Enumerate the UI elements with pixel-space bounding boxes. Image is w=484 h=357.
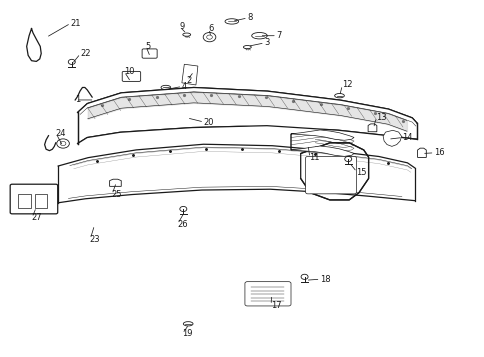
Text: 23: 23 (90, 235, 100, 244)
Text: 19: 19 (182, 329, 192, 338)
Text: 4: 4 (182, 82, 187, 91)
Polygon shape (367, 124, 376, 132)
Text: 15: 15 (356, 167, 366, 177)
Text: 13: 13 (375, 112, 386, 122)
Polygon shape (77, 87, 416, 144)
Text: 24: 24 (56, 129, 66, 139)
Polygon shape (300, 143, 368, 200)
Text: 9: 9 (179, 22, 184, 31)
Text: 5: 5 (145, 42, 151, 51)
Polygon shape (109, 179, 121, 186)
Text: 10: 10 (123, 67, 134, 76)
Text: 14: 14 (402, 133, 412, 142)
Text: 18: 18 (319, 275, 330, 284)
Text: 26: 26 (177, 220, 187, 229)
Text: 16: 16 (433, 148, 444, 157)
Text: 1: 1 (75, 95, 80, 105)
Text: 3: 3 (264, 38, 269, 47)
Text: 11: 11 (309, 153, 319, 162)
FancyBboxPatch shape (10, 184, 58, 214)
FancyBboxPatch shape (142, 49, 157, 58)
Text: 2: 2 (186, 76, 192, 85)
Text: 12: 12 (341, 80, 352, 90)
Polygon shape (58, 144, 414, 203)
FancyBboxPatch shape (122, 71, 140, 81)
Polygon shape (417, 148, 425, 157)
Polygon shape (182, 64, 197, 85)
Text: 20: 20 (203, 117, 214, 127)
Text: 22: 22 (80, 49, 91, 58)
Text: 27: 27 (31, 213, 42, 222)
Polygon shape (382, 130, 401, 146)
Text: 21: 21 (70, 19, 81, 28)
Text: 7: 7 (276, 31, 281, 40)
Bar (35, 194, 47, 208)
Bar (18, 194, 30, 208)
Text: 17: 17 (270, 301, 281, 310)
Text: 6: 6 (208, 24, 213, 33)
Text: 8: 8 (247, 13, 252, 22)
FancyBboxPatch shape (244, 282, 290, 306)
Text: 25: 25 (111, 190, 122, 199)
Polygon shape (290, 130, 353, 156)
FancyBboxPatch shape (305, 156, 356, 194)
